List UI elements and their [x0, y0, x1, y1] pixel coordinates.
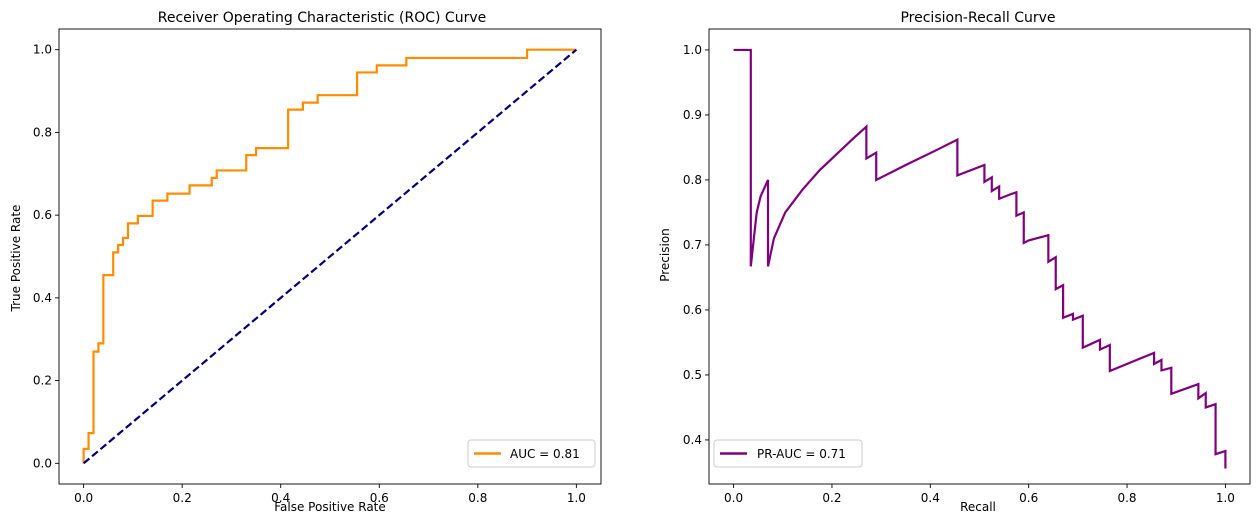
pr-y-tick-label: 0.4 [683, 433, 702, 447]
roc-title: Receiver Operating Characteristic (ROC) … [158, 10, 487, 26]
roc-y-tick-label: 1.0 [33, 43, 52, 57]
roc-series-line-auc-0-81 [82, 48, 577, 464]
roc-y-tick-label: 0.2 [33, 374, 52, 388]
pr-legend-label: PR-AUC = 0.71 [757, 447, 846, 461]
pr-axes-frame [708, 28, 1251, 485]
roc-y-tick-label: 0.0 [33, 456, 52, 470]
roc-chart: Receiver Operating Characteristic (ROC) … [9, 10, 602, 514]
roc-x-tick-label: 0.4 [271, 491, 290, 505]
pr-x-tick-label: 0.8 [1117, 491, 1136, 505]
pr-title: Precision-Recall Curve [900, 10, 1055, 26]
roc-x-tick-label: 0.2 [173, 491, 192, 505]
pr-y-tick-label: 0.5 [683, 368, 702, 382]
pr-y-tick-label: 0.8 [683, 173, 702, 187]
pr-x-tick-label: 0.6 [1019, 491, 1038, 505]
roc-x-tick-label: 0.8 [468, 491, 487, 505]
roc-x-tick-label: 1.0 [567, 491, 586, 505]
pr-x-tick-label: 0.4 [921, 491, 940, 505]
pr-series-layer [733, 48, 1227, 469]
pr-series-line-pr-auc-0-71 [733, 48, 1227, 469]
roc-y-tick-label: 0.4 [33, 291, 52, 305]
pr-x-tick-label: 0.0 [724, 491, 743, 505]
roc-y-tick-label: 0.8 [33, 125, 52, 139]
pr-legend-box [713, 439, 863, 468]
pr-legend: PR-AUC = 0.71 [713, 439, 863, 468]
pr-y-tick-label: 0.7 [683, 238, 702, 252]
roc-x-axis-label: False Positive Rate [274, 500, 386, 514]
roc-legend-box [467, 439, 596, 468]
roc-x-tick-label: 0.0 [74, 491, 93, 505]
roc-axes-frame [58, 28, 602, 485]
roc-x-tick-label: 0.6 [370, 491, 389, 505]
pr-y-tick-label: 1.0 [683, 43, 702, 57]
roc-y-axis-label: True Positive Rate [9, 205, 23, 313]
roc-legend: AUC = 0.81 [467, 439, 596, 468]
pr-x-tick-label: 0.2 [822, 491, 841, 505]
roc-series-line-chance [82, 48, 578, 465]
pr-y-axis-label: Precision [658, 228, 672, 282]
roc-series-layer [82, 48, 578, 465]
pr-x-axis-label: Recall [960, 500, 996, 514]
roc-legend-label: AUC = 0.81 [510, 447, 580, 461]
roc-y-tick-label: 0.6 [33, 208, 52, 222]
pr-chart: Precision-Recall Curve Recall Precision … [658, 10, 1251, 514]
pr-y-tick-label: 0.9 [683, 108, 702, 122]
pr-y-tick-label: 0.6 [683, 303, 702, 317]
pr-x-tick-label: 1.0 [1216, 491, 1235, 505]
